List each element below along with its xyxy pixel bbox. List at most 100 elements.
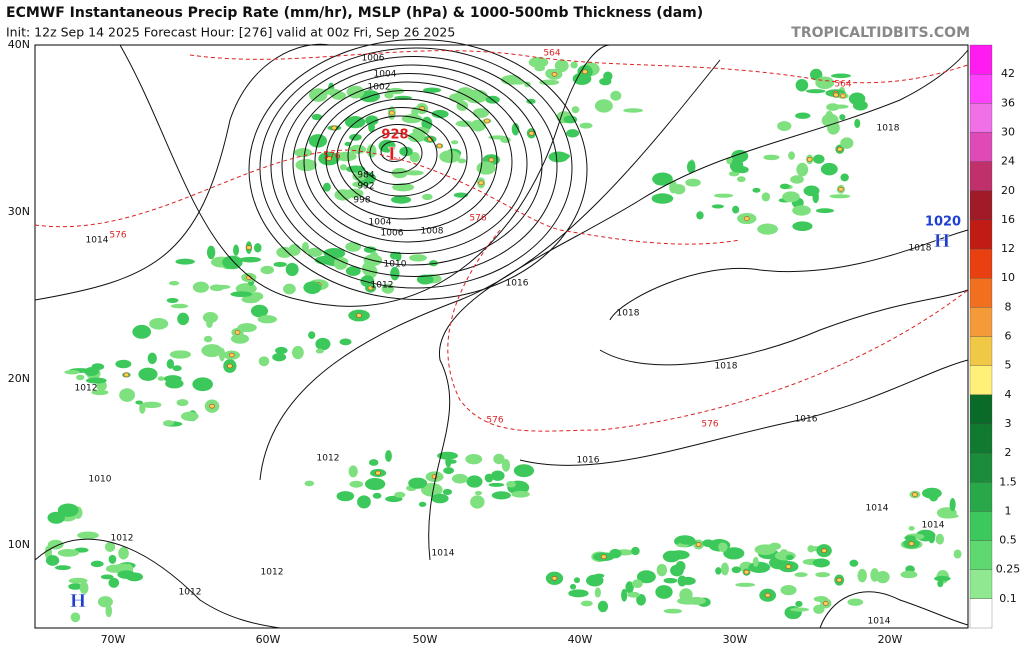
precip-cell	[625, 581, 634, 594]
isobars	[34, 39, 969, 629]
isobar-label: 1006	[381, 229, 404, 239]
precip-cell	[117, 570, 136, 579]
precip-cell	[239, 256, 261, 263]
precip-cell	[392, 183, 415, 192]
precip-cell	[47, 539, 64, 550]
precip-cell	[118, 546, 129, 560]
lon-label: 40W	[568, 633, 593, 646]
precip-cell	[809, 68, 823, 81]
precip-cell	[100, 574, 114, 580]
thickness-label: 576	[486, 416, 503, 426]
precip-cell	[172, 365, 182, 372]
precip-core	[375, 470, 381, 476]
colorbar-cell	[969, 452, 993, 483]
precip-cell	[570, 61, 578, 69]
precip-cell	[490, 470, 505, 481]
precip-core	[744, 216, 750, 221]
precip-cell	[68, 577, 88, 584]
thickness-label: 576	[323, 152, 340, 162]
isobar-ring	[292, 73, 528, 254]
precip-cell	[253, 243, 262, 253]
precip-cell	[792, 205, 811, 216]
precip-cell	[47, 511, 65, 524]
precip-cell	[663, 577, 678, 584]
precip-cell	[346, 85, 365, 99]
precip-cell	[295, 159, 317, 172]
precip-cell	[250, 304, 269, 318]
precip-cell	[792, 221, 813, 232]
colorbar-cell	[969, 598, 993, 629]
precip-cell	[807, 545, 815, 553]
isobar-ring	[259, 47, 573, 289]
precip-cell	[949, 498, 956, 512]
colorbar-cell	[969, 394, 993, 425]
precip-cell	[655, 585, 673, 599]
precip-cell	[336, 491, 355, 502]
precip-cell	[157, 376, 165, 382]
precip-cell	[390, 195, 412, 204]
precip-cell	[476, 161, 496, 175]
isobar-ring	[270, 56, 558, 277]
precip-cell	[580, 600, 593, 607]
precip-core	[234, 330, 241, 335]
precip-cell	[631, 546, 640, 556]
precip-cell	[308, 134, 328, 148]
precip-core	[436, 143, 443, 149]
isobar-ring	[303, 81, 513, 243]
isobar-label: 998	[353, 196, 370, 206]
precip-cell	[135, 400, 143, 405]
precip-cell	[715, 567, 722, 575]
precip-cell	[696, 211, 704, 220]
precip-core	[822, 601, 829, 606]
precip-cell	[656, 563, 668, 577]
precip-cell	[431, 493, 449, 504]
precip-layer	[44, 56, 962, 623]
isobar-ring	[325, 98, 483, 220]
precip-cell	[579, 122, 593, 129]
precip-cell	[652, 172, 673, 186]
precip-core	[478, 180, 484, 186]
precip-cell	[597, 600, 609, 613]
precip-cell	[539, 79, 560, 86]
isobar-label: 1012	[75, 384, 98, 394]
precip-cell	[384, 91, 394, 99]
isobar-ring	[347, 115, 453, 197]
precip-cell	[365, 115, 379, 126]
precip-cell	[177, 312, 190, 326]
precip-cell	[748, 561, 771, 573]
precip-cell	[815, 76, 835, 90]
precip-cell	[662, 550, 681, 563]
colorbar-label: 10	[1001, 271, 1015, 284]
precip-cell	[445, 455, 452, 468]
precip-cell	[790, 607, 810, 612]
precip-cell	[680, 540, 698, 545]
precip-cell	[820, 162, 838, 176]
precip-cell	[257, 315, 277, 324]
isobar-label: 1012	[317, 454, 340, 464]
precip-cell	[573, 577, 581, 584]
isobar-label: 1014	[432, 549, 455, 559]
precip-cell	[812, 154, 825, 164]
precip-cell	[566, 129, 580, 138]
precip-cell	[840, 173, 849, 182]
precip-cell	[788, 151, 795, 160]
precip-cell	[105, 604, 113, 618]
isobar-label: 1012	[179, 588, 202, 598]
precip-cell	[275, 346, 288, 355]
isobar-label: 1012	[371, 281, 394, 291]
precip-cell	[663, 608, 683, 614]
isobar-label: 1008	[421, 227, 444, 237]
precip-cell	[285, 262, 299, 276]
precip-core	[785, 564, 792, 569]
thickness-lines	[34, 50, 969, 432]
precip-cell	[815, 572, 831, 578]
precip-cell	[349, 480, 364, 488]
isobar-label: 1016	[577, 456, 600, 466]
precip-cell	[474, 490, 483, 496]
isobar-label: 1016	[506, 279, 529, 289]
precip-cell	[372, 492, 382, 499]
precip-cell	[378, 139, 396, 153]
precip-cell	[288, 244, 301, 256]
precip-cell	[108, 554, 117, 564]
precip-cell	[233, 244, 240, 256]
